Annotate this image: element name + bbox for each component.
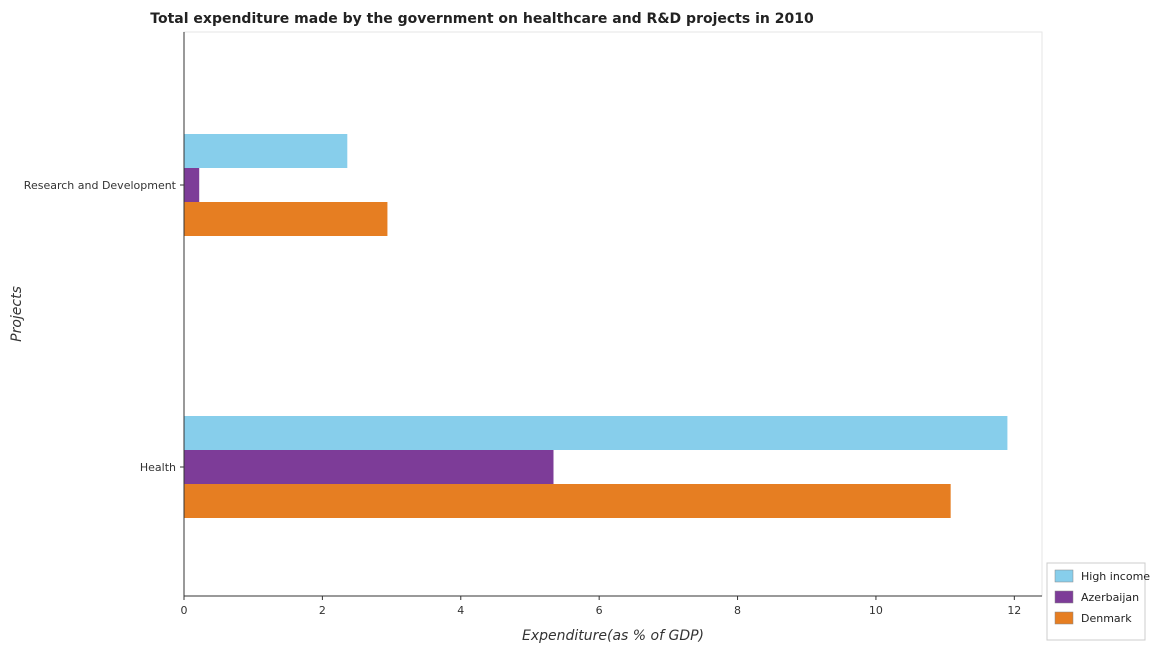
bar-azerbaijan-health	[184, 450, 554, 484]
x-tick-label: 8	[734, 604, 741, 617]
bar-denmark-research-and-development	[184, 202, 388, 236]
bar-high-income-research-and-development	[184, 134, 348, 168]
x-axis-title: Expenditure(as % of GDP)	[522, 628, 704, 644]
bars-layer	[184, 134, 1008, 518]
chart-title: Total expenditure made by the government…	[150, 11, 814, 27]
axes: Health Research and Development 0 2 4 6 8 10 12	[24, 32, 1042, 617]
legend-label: Denmark	[1081, 612, 1132, 625]
x-tick-label: 4	[457, 604, 464, 617]
x-tick-label: 6	[596, 604, 603, 617]
legend-swatch	[1054, 569, 1074, 583]
x-tick-label: 0	[181, 604, 188, 617]
bar-high-income-health	[184, 416, 1008, 450]
legend-swatch	[1054, 611, 1074, 625]
legend-label: High income	[1081, 570, 1150, 583]
legend-swatch	[1054, 590, 1074, 604]
y-axis-title: Projects	[9, 286, 25, 342]
legend: High income Azerbaijan Denmark	[1046, 562, 1150, 641]
bar-denmark-health	[184, 484, 951, 518]
bar-azerbaijan-research-and-development	[184, 168, 200, 202]
x-tick-label: 12	[1007, 604, 1021, 617]
y-tick-label: Health	[140, 461, 176, 474]
x-tick-label: 2	[319, 604, 326, 617]
y-tick-label: Research and Development	[24, 179, 177, 192]
x-tick-label: 10	[869, 604, 883, 617]
legend-label: Azerbaijan	[1081, 591, 1139, 604]
